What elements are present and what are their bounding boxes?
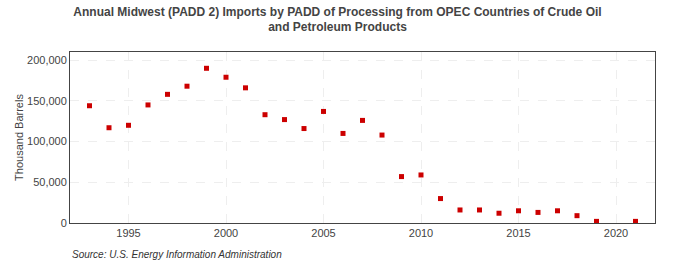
svg-text:100,000: 100,000 [27, 135, 67, 147]
svg-text:150,000: 150,000 [27, 95, 67, 107]
svg-text:0: 0 [61, 217, 67, 229]
svg-text:1995: 1995 [116, 227, 140, 239]
svg-text:2020: 2020 [604, 227, 628, 239]
svg-text:200,000: 200,000 [27, 54, 67, 66]
svg-text:2005: 2005 [311, 227, 335, 239]
svg-text:Annual Midwest (PADD 2) Import: Annual Midwest (PADD 2) Imports by PADD … [73, 5, 601, 35]
svg-text:2015: 2015 [506, 227, 530, 239]
svg-text:2000: 2000 [214, 227, 238, 239]
svg-text:Thousand Barrels: Thousand Barrels [13, 94, 25, 181]
svg-text:2010: 2010 [409, 227, 433, 239]
svg-text:50,000: 50,000 [33, 176, 67, 188]
svg-text:Source: U.S. Energy Informatio: Source: U.S. Energy Information Administ… [72, 249, 282, 260]
